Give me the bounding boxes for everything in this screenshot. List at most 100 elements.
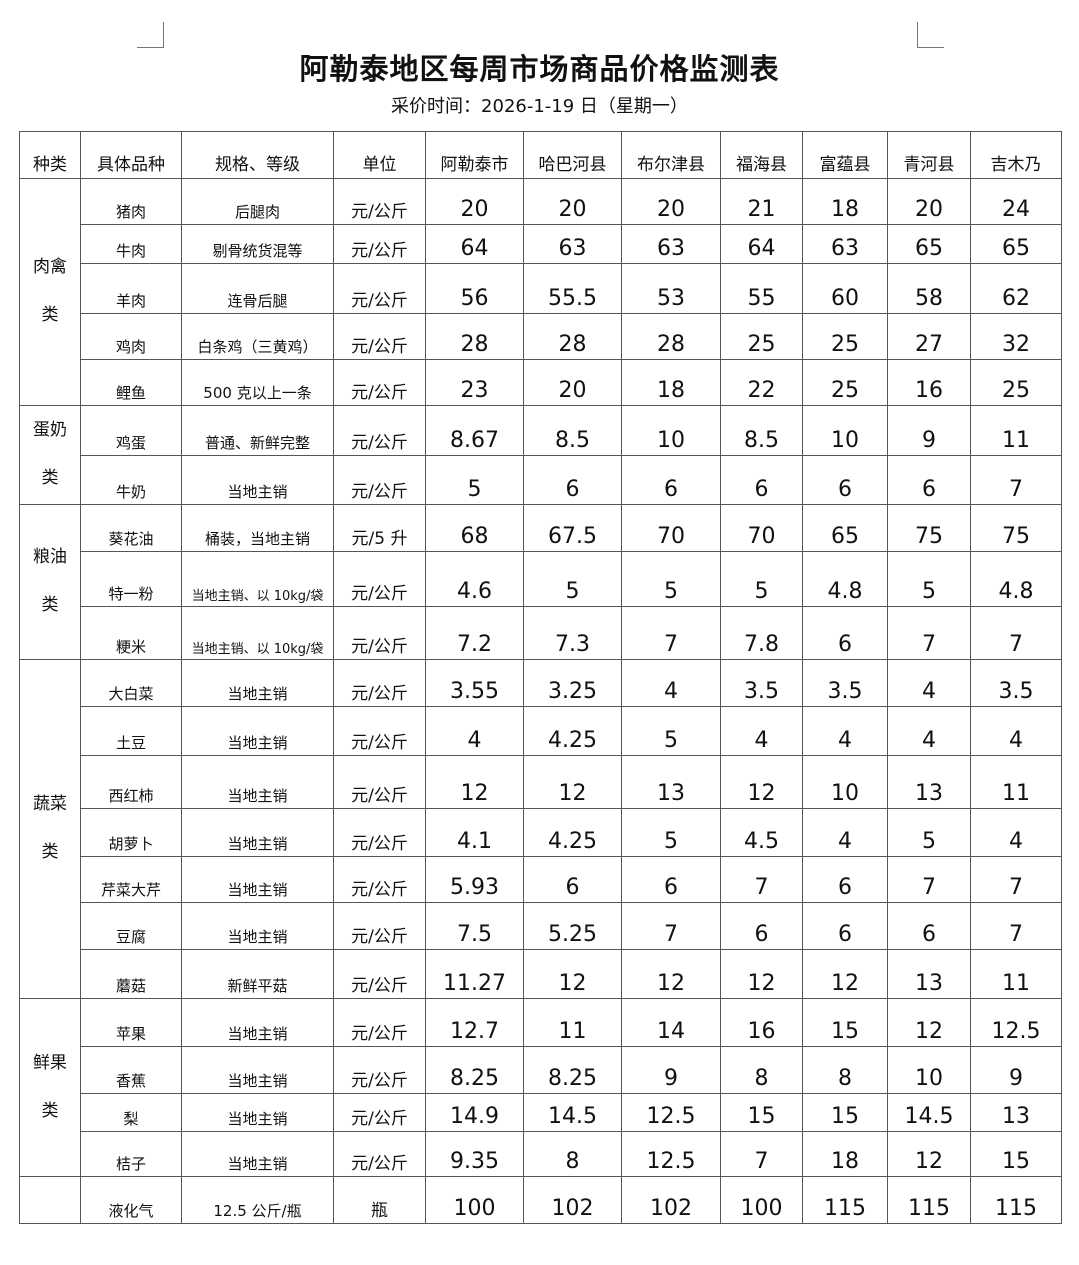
price-cell: 67.5 [523, 504, 622, 552]
item-name: 大白菜 [80, 659, 182, 707]
price-cell: 21 [720, 178, 803, 225]
column-header: 吉木乃 [970, 131, 1062, 179]
price-cell: 4.8 [970, 551, 1062, 607]
price-cell: 7.5 [425, 902, 524, 950]
price-table: 种类 具体品种 规格、等级 单位 阿勒泰市 哈巴河县 布尔津县 福海县 富蕴县 青河县 吉木乃 肉禽… [19, 131, 1062, 1224]
item-unit: 元/公斤 [333, 808, 426, 857]
item-name: 牛奶 [80, 455, 182, 505]
item-spec: 当地主销 [181, 902, 334, 950]
price-cell: 7 [621, 606, 721, 660]
price-cell: 5 [523, 551, 622, 607]
item-name: 羊肉 [80, 263, 182, 314]
price-cell: 7 [970, 606, 1062, 660]
price-cell: 4 [425, 706, 524, 756]
price-cell: 4.1 [425, 808, 524, 857]
price-cell: 13 [887, 755, 971, 809]
column-header: 单位 [333, 131, 426, 179]
price-cell: 4 [970, 808, 1062, 857]
price-cell: 4.25 [523, 706, 622, 756]
item-unit: 元/公斤 [333, 1093, 426, 1132]
price-cell: 56 [425, 263, 524, 314]
table-row: 豆腐 当地主销 元/公斤 7.5 5.25 7 6 6 6 7 [20, 902, 1062, 950]
price-cell: 8.25 [425, 1046, 524, 1094]
price-cell: 8 [720, 1046, 803, 1094]
price-cell: 20 [887, 178, 971, 225]
price-cell: 20 [523, 178, 622, 225]
price-cell: 14.5 [523, 1093, 622, 1132]
item-name: 鸡肉 [80, 313, 182, 360]
item-name: 土豆 [80, 706, 182, 756]
item-name: 葵花油 [80, 504, 182, 552]
item-unit: 元/公斤 [333, 998, 426, 1047]
price-cell: 13 [970, 1093, 1062, 1132]
price-cell: 16 [720, 998, 803, 1047]
price-cell: 8 [523, 1131, 622, 1177]
column-header: 种类 [19, 131, 81, 179]
item-spec: 12.5 公斤/瓶 [181, 1176, 334, 1224]
item-spec: 后腿肉 [181, 178, 334, 225]
item-spec: 当地主销 [181, 659, 334, 707]
price-cell: 9 [970, 1046, 1062, 1094]
price-cell: 63 [621, 224, 721, 264]
category-cell [19, 1176, 81, 1224]
price-cell: 11.27 [425, 949, 524, 999]
item-name: 香蕉 [80, 1046, 182, 1094]
price-cell: 7 [970, 856, 1062, 903]
table-row: 液化气 12.5 公斤/瓶瓶 100 102 102 100 115 115 115 [19, 1176, 1062, 1224]
price-cell: 12 [802, 949, 888, 999]
price-cell: 102 [523, 1176, 622, 1224]
price-cell: 10 [802, 404, 888, 457]
table-row: 牛奶 当地主销 元/公斤 5 6 6 6 6 6 7 [20, 455, 1062, 505]
item-spec: 当地主销 [181, 808, 334, 857]
price-cell: 10 [887, 1046, 971, 1094]
item-name: 豆腐 [80, 902, 182, 950]
price-cell: 14.9 [425, 1093, 524, 1132]
table-row: 西红柿 当地主销 元/公斤 12 12 13 12 10 13 11 [20, 755, 1062, 809]
price-cell: 28 [425, 313, 524, 360]
price-cell: 7 [720, 856, 803, 903]
price-cell: 12 [425, 755, 524, 809]
price-cell: 115 [802, 1176, 888, 1224]
price-cell: 6 [802, 902, 888, 950]
price-cell: 11 [970, 949, 1062, 999]
category-cell: 鲜果类 [19, 998, 81, 1177]
page-corner-mark [917, 22, 944, 48]
item-spec: 当地主销 [181, 1046, 334, 1094]
price-cell: 7 [621, 902, 721, 950]
price-cell: 55.5 [523, 263, 622, 314]
price-cell: 8.67 [425, 404, 524, 457]
item-unit: 瓶 [333, 1176, 426, 1224]
price-cell: 6 [621, 856, 721, 903]
column-header: 具体品种 [80, 131, 182, 179]
price-cell: 7.3 [523, 606, 622, 660]
price-cell: 14.5 [887, 1093, 971, 1132]
price-cell: 15 [802, 1093, 888, 1132]
price-cell: 7.2 [425, 606, 524, 660]
price-cell: 64 [720, 224, 803, 264]
price-cell: 12.5 [621, 1093, 721, 1132]
price-cell: 16 [887, 359, 971, 406]
price-cell: 55 [720, 263, 803, 314]
column-header: 规格、等级 [181, 131, 334, 179]
price-cell: 5 [621, 808, 721, 857]
price-cell: 12.7 [425, 998, 524, 1047]
item-unit: 元/公斤 [333, 404, 426, 457]
price-cell: 9.35 [425, 1131, 524, 1177]
price-cell: 4 [802, 706, 888, 756]
price-cell: 65 [887, 224, 971, 264]
price-cell: 25 [720, 313, 803, 360]
item-unit: 元/公斤 [333, 706, 426, 756]
table-row: 梨当地主销 元/公斤 14.9 14.5 12.5 15 15 14.5 13 [20, 1093, 1062, 1132]
column-header: 青河县 [887, 131, 971, 179]
price-cell: 4 [887, 659, 971, 707]
price-cell: 25 [802, 359, 888, 406]
price-cell: 63 [523, 224, 622, 264]
item-name: 胡萝卜 [80, 808, 182, 857]
price-cell: 25 [802, 313, 888, 360]
price-cell: 4.6 [425, 551, 524, 607]
table-row: 鲤鱼 500 克以上一条 元/公斤 23 20 18 22 25 16 25 [20, 359, 1062, 406]
price-cell: 4.25 [523, 808, 622, 857]
item-name: 芹菜大芹 [80, 856, 182, 903]
document-subtitle: 采价时间：2026-1-19 日（星期一） [391, 96, 688, 117]
item-name: 牛肉 [80, 224, 182, 264]
